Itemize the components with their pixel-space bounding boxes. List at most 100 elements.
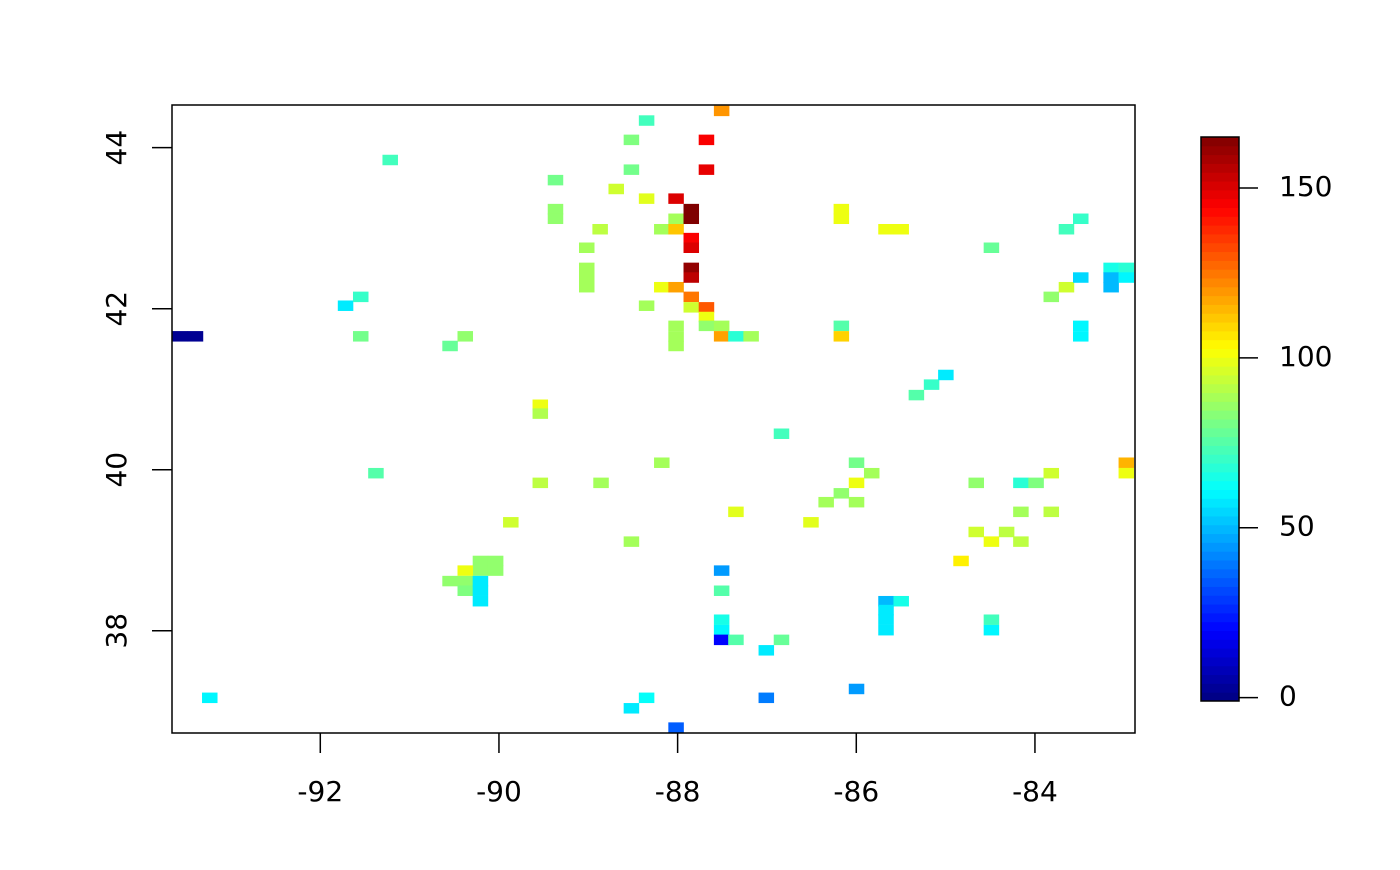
colorbar-band bbox=[1201, 463, 1239, 473]
cell bbox=[818, 496, 834, 508]
cell bbox=[983, 242, 1000, 253]
cell bbox=[773, 634, 790, 646]
colorbar-band bbox=[1201, 524, 1239, 535]
colorbar-band bbox=[1201, 145, 1239, 156]
cell bbox=[668, 331, 684, 342]
colorbar-band bbox=[1201, 383, 1239, 394]
cell bbox=[1118, 272, 1135, 283]
colorbar-frame bbox=[1200, 136, 1240, 702]
cell bbox=[878, 223, 894, 235]
cell bbox=[578, 272, 595, 283]
cells bbox=[172, 105, 1135, 733]
cell bbox=[713, 585, 730, 596]
cell bbox=[848, 477, 865, 489]
colorbar-band bbox=[1201, 454, 1239, 464]
cell bbox=[1073, 213, 1089, 225]
colorbar-band bbox=[1201, 366, 1239, 376]
colorbar-band bbox=[1201, 207, 1239, 217]
colorbar-band bbox=[1201, 172, 1239, 182]
cell bbox=[668, 281, 684, 293]
cell bbox=[337, 300, 354, 311]
cell bbox=[1043, 506, 1060, 518]
cell bbox=[698, 164, 715, 175]
colorbar-band bbox=[1201, 181, 1239, 191]
colorbar-band bbox=[1201, 154, 1239, 164]
colorbar-band bbox=[1201, 392, 1239, 402]
cell bbox=[833, 488, 850, 499]
cell bbox=[1058, 223, 1075, 235]
colorbar-band bbox=[1201, 419, 1239, 429]
colorbar-band bbox=[1201, 586, 1239, 596]
cell bbox=[938, 369, 954, 381]
colorbar-band bbox=[1201, 674, 1239, 684]
colorbar-band bbox=[1201, 639, 1239, 649]
cell bbox=[547, 203, 564, 215]
colorbar-band bbox=[1201, 648, 1239, 658]
colorbar-band bbox=[1201, 339, 1239, 349]
cell bbox=[683, 213, 700, 225]
cell bbox=[848, 683, 865, 695]
cell bbox=[698, 302, 715, 313]
colorbar-band bbox=[1201, 189, 1239, 200]
cell bbox=[654, 281, 670, 293]
cell bbox=[893, 223, 909, 235]
colorbar-band bbox=[1201, 427, 1239, 438]
cell bbox=[623, 536, 640, 547]
cell bbox=[773, 428, 790, 439]
y-tick-label: 44 bbox=[100, 130, 133, 166]
cell bbox=[457, 575, 474, 587]
colorbar-band bbox=[1201, 683, 1239, 693]
cell bbox=[833, 331, 850, 342]
colorbar-band bbox=[1201, 560, 1239, 570]
cell bbox=[172, 331, 189, 342]
colorbar-band bbox=[1201, 225, 1239, 235]
cell bbox=[638, 193, 655, 204]
cell bbox=[532, 399, 549, 410]
colorbar-band bbox=[1201, 480, 1239, 490]
cell bbox=[638, 300, 655, 311]
cell bbox=[998, 526, 1015, 538]
x-tick-label: -88 bbox=[655, 775, 701, 808]
colorbar-band bbox=[1201, 551, 1239, 561]
cell bbox=[968, 526, 984, 538]
cell bbox=[592, 223, 608, 235]
cell bbox=[623, 703, 640, 714]
cell bbox=[368, 467, 384, 479]
cell bbox=[833, 203, 850, 215]
cell bbox=[532, 477, 549, 489]
colorbar-tick-label: 0 bbox=[1279, 680, 1297, 713]
colorbar-band bbox=[1201, 198, 1239, 208]
cell bbox=[713, 614, 730, 625]
cell bbox=[713, 105, 730, 117]
cell bbox=[578, 242, 595, 253]
cell bbox=[953, 555, 969, 567]
cell bbox=[1118, 457, 1135, 468]
cell bbox=[654, 457, 670, 468]
cell bbox=[1013, 506, 1029, 518]
cell bbox=[668, 320, 684, 332]
colorbar-band bbox=[1201, 621, 1239, 631]
colorbar-band bbox=[1201, 595, 1239, 605]
cell bbox=[352, 331, 369, 342]
colorbar-band bbox=[1201, 507, 1239, 517]
cell bbox=[758, 645, 775, 656]
cell bbox=[983, 536, 1000, 547]
colorbar-band bbox=[1201, 137, 1239, 147]
plot-frame bbox=[171, 104, 1136, 734]
cell bbox=[457, 565, 474, 576]
cell bbox=[878, 604, 894, 616]
x-tick-label: -84 bbox=[1012, 775, 1058, 808]
y-tick-label: 40 bbox=[100, 452, 133, 488]
cell bbox=[1058, 281, 1075, 293]
colorbar-band bbox=[1201, 322, 1239, 332]
cell bbox=[1118, 262, 1135, 274]
cell bbox=[803, 517, 819, 528]
cell bbox=[1103, 281, 1119, 293]
colorbar-band bbox=[1201, 374, 1239, 385]
cell bbox=[698, 134, 715, 146]
cell bbox=[698, 320, 715, 332]
cell bbox=[487, 565, 504, 576]
cell bbox=[1043, 291, 1060, 303]
